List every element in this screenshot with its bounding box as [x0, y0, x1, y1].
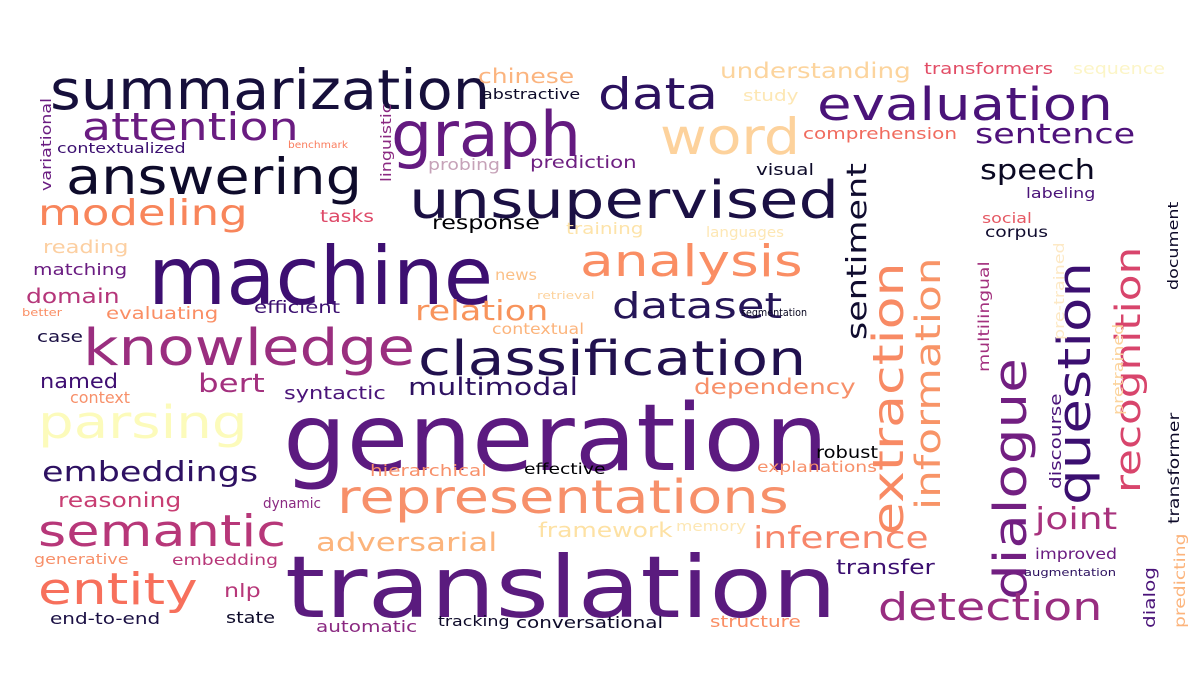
word-dialog: dialog — [1140, 567, 1159, 628]
word-nlp: nlp — [224, 580, 261, 602]
word-better: better — [22, 306, 63, 319]
word-visual: visual — [756, 160, 815, 179]
word-attention: attention — [82, 105, 299, 149]
word-predicting: predicting — [1171, 533, 1189, 628]
word-study: study — [743, 86, 799, 105]
word-evaluating: evaluating — [106, 304, 219, 324]
word-response: response — [432, 212, 540, 234]
word-answering: answering — [66, 148, 363, 206]
word-linguistic: linguistic — [379, 103, 395, 182]
word-named: named — [40, 369, 119, 393]
word-graph: graph — [391, 98, 582, 171]
word-speech: speech — [980, 153, 1096, 186]
word-adversarial: adversarial — [316, 528, 498, 558]
word-multimodal: multimodal — [408, 373, 579, 401]
word-classification: classification — [418, 331, 807, 387]
word-domain: domain — [26, 284, 120, 308]
word-knowledge: knowledge — [83, 319, 416, 378]
word-entity: entity — [38, 564, 198, 615]
word-variational: variational — [39, 98, 55, 191]
word-syntactic: syntactic — [284, 383, 386, 404]
word-parsing: parsing — [38, 396, 248, 449]
word-conversational: conversational — [516, 613, 664, 632]
word-efficient: efficient — [254, 298, 341, 318]
word-dataset: dataset — [612, 286, 783, 327]
word-embedding: embedding — [172, 551, 279, 569]
word-retrieval: retrieval — [537, 289, 595, 302]
word-corpus: corpus — [985, 223, 1049, 241]
word-pretrained: pretrained — [1111, 323, 1127, 415]
word-reasoning: reasoning — [58, 488, 182, 512]
word-bert: bert — [198, 369, 265, 399]
word-machine: machine — [148, 230, 494, 323]
word-dialogue: dialogue — [984, 358, 1037, 600]
word-pre-trained: pre-trained — [1052, 242, 1068, 340]
word-news: news — [495, 266, 538, 284]
word-translation: translation — [285, 538, 838, 638]
word-improved: improved — [1035, 545, 1118, 563]
word-semantic: semantic — [38, 506, 287, 557]
word-hierarchical: hierarchical — [370, 461, 487, 480]
word-information: information — [909, 257, 949, 510]
word-understanding: understanding — [720, 59, 911, 83]
word-context: context — [70, 388, 131, 407]
word-generative: generative — [34, 552, 129, 568]
word-joint: joint — [1035, 502, 1118, 537]
word-end-to-end: end-to-end — [50, 609, 161, 628]
word-probing: probing — [428, 155, 501, 174]
word-modeling: modeling — [38, 193, 248, 234]
word-transformers: transformers — [924, 59, 1054, 78]
word-unsupervised: unsupervised — [409, 171, 840, 231]
word-robust: robust — [816, 443, 879, 463]
word-labeling: labeling — [1026, 186, 1096, 202]
word-relation: relation — [415, 294, 549, 327]
word-memory: memory — [676, 519, 747, 535]
word-explanations: explanations — [757, 458, 877, 476]
word-detection: detection — [878, 585, 1103, 629]
word-analysis: analysis — [580, 236, 803, 287]
word-extraction: extraction — [864, 262, 914, 535]
word-transformer: transformer — [1165, 412, 1183, 524]
word-discourse: discourse — [1046, 393, 1065, 489]
word-reading: reading — [43, 237, 129, 258]
word-contextualized: contextualized — [57, 141, 186, 157]
word-augmentation: augmentation — [1024, 566, 1117, 579]
word-segmentation: segmentation — [741, 306, 808, 319]
word-automatic: automatic — [316, 617, 418, 636]
word-inference: inference — [753, 521, 929, 556]
word-multilingual: multilingual — [975, 261, 993, 372]
word-dependency: dependency — [694, 375, 856, 399]
word-state: state — [226, 608, 276, 627]
word-document: document — [1166, 201, 1182, 290]
word-case: case — [37, 327, 83, 346]
word-evaluation: evaluation — [817, 78, 1113, 131]
word-tasks: tasks — [320, 207, 375, 227]
word-chinese: chinese — [478, 64, 575, 88]
word-sentiment: sentiment — [840, 163, 873, 340]
word-tracking: tracking — [438, 614, 510, 630]
word-languages: languages — [706, 225, 784, 241]
word-sequence: sequence — [1073, 59, 1165, 78]
word-comprehension: comprehension — [803, 124, 958, 143]
word-transfer: transfer — [836, 555, 935, 579]
word-structure: structure — [710, 612, 801, 631]
word-framework: framework — [538, 518, 673, 542]
word-prediction: prediction — [530, 153, 637, 173]
word-effective: effective — [524, 460, 606, 478]
word-training: training — [566, 219, 644, 238]
word-contextual: contextual — [492, 320, 585, 338]
word-word: word — [660, 108, 800, 166]
word-summarization: summarization — [50, 58, 491, 122]
word-abstractive: abstractive — [482, 87, 581, 103]
word-matching: matching — [33, 260, 128, 279]
word-embeddings: embeddings — [42, 455, 259, 488]
word-representations: representations — [337, 470, 789, 524]
word-social: social — [982, 211, 1032, 227]
word-sentence: sentence — [975, 117, 1136, 150]
word-generation: generation — [283, 384, 829, 492]
word-data: data — [598, 69, 719, 120]
word-dynamic: dynamic — [263, 496, 322, 512]
word-benchmark: benchmark — [288, 140, 349, 151]
